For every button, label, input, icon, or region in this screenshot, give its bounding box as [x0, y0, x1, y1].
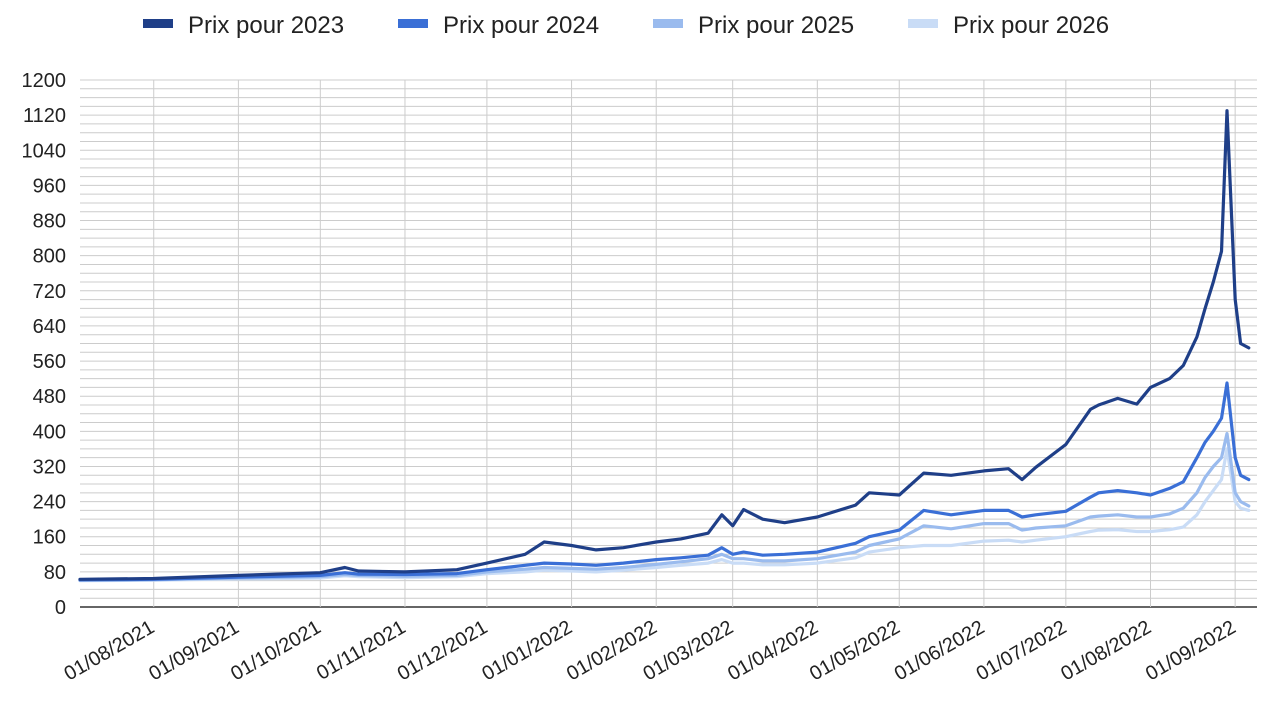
legend-swatch-1 [143, 19, 173, 28]
y-tick-label: 880 [33, 211, 66, 233]
x-tick-label: 01/10/2021 [227, 616, 325, 685]
y-axis: 0 80 160 240 320 400 480 560 640 720 800 880 960 1040… [22, 70, 67, 619]
y-tick-label: 160 [33, 527, 66, 549]
x-tick-group: 01/05/2022 [806, 616, 904, 685]
y-tick-label: 400 [33, 421, 66, 443]
x-tick-group: 01/12/2021 [394, 616, 492, 685]
x-tick-group: 01/06/2022 [891, 616, 989, 685]
x-tick-label: 01/12/2021 [394, 616, 492, 685]
x-tick-label: 01/07/2022 [973, 616, 1071, 685]
x-axis: 01/08/202101/09/202101/10/202101/11/2021… [61, 616, 1240, 685]
x-tick-group: 01/08/2022 [1057, 616, 1155, 685]
x-tick-label: 01/09/2022 [1142, 616, 1240, 685]
x-tick-group: 01/09/2021 [145, 616, 243, 685]
series-line-1 [78, 109, 1251, 581]
y-tick-label: 640 [33, 316, 66, 338]
y-tick-label: 560 [33, 351, 66, 373]
y-tick-label: 1120 [23, 105, 66, 127]
series-line-2 [78, 381, 1251, 582]
legend-swatch-3 [653, 19, 683, 28]
x-tick-group: 01/10/2021 [227, 616, 325, 685]
y-tick-label: 240 [33, 492, 66, 514]
legend-swatch-4 [908, 19, 938, 28]
series-line-3 [78, 431, 1251, 582]
y-tick-label: 80 [44, 562, 66, 584]
grid-lines [80, 79, 1257, 608]
y-tick-label: 720 [33, 281, 66, 303]
x-tick-label: 01/01/2022 [478, 616, 576, 685]
legend-label-4: Prix pour 2026 [953, 12, 1109, 39]
y-tick-label: 800 [33, 246, 66, 268]
x-tick-label: 01/11/2021 [313, 616, 409, 684]
x-tick-group: 01/07/2022 [973, 616, 1071, 685]
series-lines [78, 109, 1251, 583]
x-tick-label: 01/04/2022 [724, 616, 822, 685]
x-tick-group: 01/08/2021 [61, 616, 159, 685]
y-tick-label: 1040 [22, 140, 67, 162]
x-tick-label: 01/06/2022 [891, 616, 989, 685]
legend-label-2: Prix pour 2024 [443, 12, 599, 39]
x-tick-group: 01/04/2022 [724, 616, 822, 685]
x-tick-group: 01/01/2022 [478, 616, 576, 685]
y-tick-label: 320 [33, 456, 66, 478]
y-tick-label: 480 [33, 386, 66, 408]
x-tick-group: 01/09/2022 [1142, 616, 1240, 685]
legend-label-1: Prix pour 2023 [188, 12, 344, 39]
x-tick-group: 01/11/2021 [313, 616, 409, 684]
x-tick-label: 01/05/2022 [806, 616, 904, 685]
x-tick-label: 01/09/2021 [145, 616, 243, 685]
x-tick-label: 01/08/2022 [1057, 616, 1155, 685]
y-tick-label: 0 [55, 597, 66, 619]
legend-swatch-2 [398, 19, 428, 28]
legend-label-3: Prix pour 2025 [698, 12, 854, 39]
series-line-4 [78, 447, 1251, 583]
y-tick-label: 1200 [22, 70, 67, 92]
y-tick-label: 960 [33, 175, 66, 197]
x-tick-label: 01/08/2021 [61, 616, 159, 685]
legend: Prix pour 2023 Prix pour 2024 Prix pour 20… [143, 12, 1109, 39]
